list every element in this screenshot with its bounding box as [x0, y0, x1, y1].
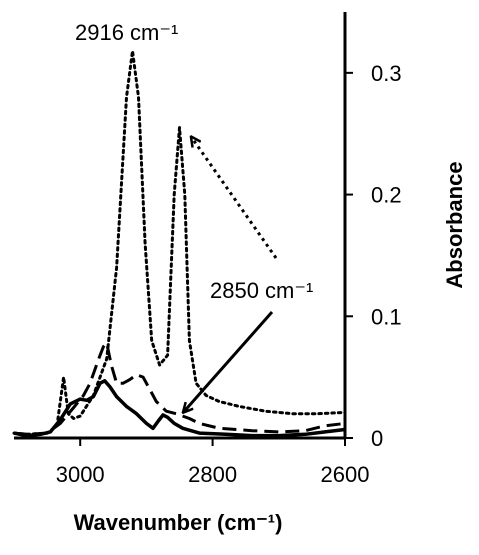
y-tick-label: 0.3	[371, 61, 402, 86]
series-line-dotted	[12, 49, 347, 436]
x-tick-label: 2800	[188, 462, 237, 487]
x-axis-title: Wavenumber (cm⁻¹)	[74, 510, 283, 535]
annotation-arrow-dotted	[192, 137, 278, 259]
annotation-2850: 2850 cm⁻¹	[210, 278, 313, 303]
y-tick-label: 0.1	[371, 304, 402, 329]
annotation-arrow-solid	[184, 311, 274, 412]
y-axis-title: Absorbance	[442, 161, 467, 288]
plot-area	[12, 49, 347, 438]
x-tick-label: 3000	[56, 462, 105, 487]
series-line-dashed	[13, 341, 346, 436]
annotations: 2916 cm⁻¹ 2850 cm⁻¹	[75, 20, 313, 412]
annotation-2916: 2916 cm⁻¹	[75, 20, 178, 45]
series-line-solid	[13, 379, 346, 438]
y-tick-label: 0	[371, 426, 383, 451]
x-tick-label: 2600	[321, 462, 370, 487]
y-tick-label: 0.2	[371, 183, 402, 208]
